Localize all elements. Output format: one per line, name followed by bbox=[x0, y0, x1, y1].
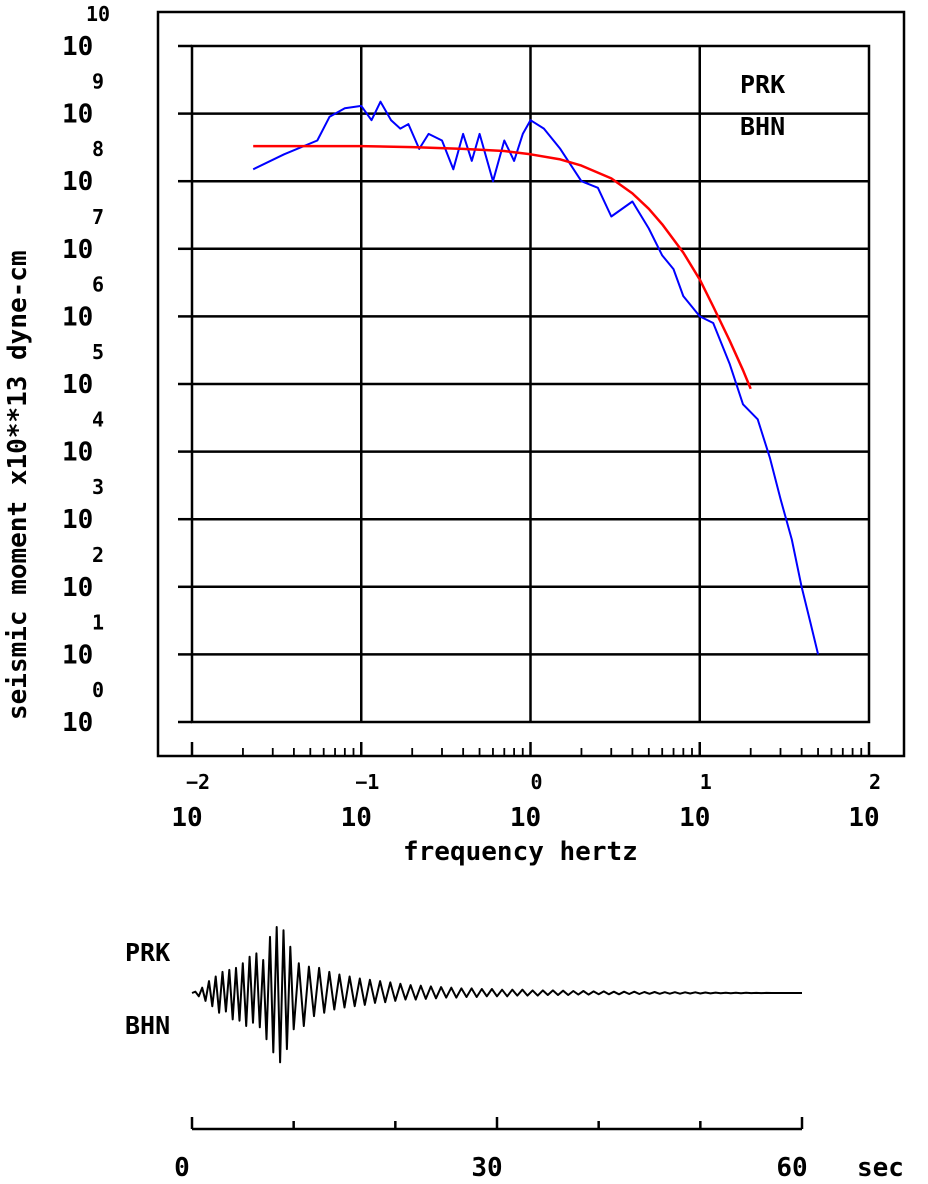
spectrum-line bbox=[252, 100, 820, 655]
seismogram-station-label: PRK bbox=[125, 938, 170, 967]
y-tick-base: 10 bbox=[62, 32, 93, 62]
y-tick-exponent: 4 bbox=[92, 408, 104, 432]
spectrum-series-layer bbox=[252, 100, 820, 655]
y-tick-exponent: 6 bbox=[92, 272, 104, 296]
x-tick-base: 10 bbox=[679, 803, 710, 833]
x-tick-exponent: 0 bbox=[530, 770, 542, 794]
y-tick-base: 10 bbox=[62, 100, 93, 130]
y-tick-base: 10 bbox=[62, 235, 93, 265]
spectrum-grid bbox=[192, 46, 869, 722]
y-tick-base: 10 bbox=[62, 505, 93, 535]
y-axis-label: seismic moment x10**13 dyne-cm bbox=[3, 250, 33, 720]
y-tick-base: 10 bbox=[62, 708, 93, 738]
y-tick-exponent: 7 bbox=[92, 205, 104, 229]
x-tick-exponent: 2 bbox=[869, 770, 881, 794]
seismogram-trace bbox=[191, 926, 802, 1064]
y-tick-exponent: 2 bbox=[92, 543, 104, 567]
y-tick-base: 10 bbox=[62, 167, 93, 197]
x-axis-label: frequency hertz bbox=[403, 837, 638, 867]
x-tick-exponent: −2 bbox=[186, 770, 210, 794]
x-tick-exponent: 1 bbox=[700, 770, 712, 794]
y-tick-base: 10 bbox=[62, 370, 93, 400]
time-tick-label: 0 bbox=[174, 1153, 190, 1183]
x-tick-base: 10 bbox=[510, 803, 541, 833]
time-tick-label: 60 bbox=[776, 1153, 807, 1183]
time-axis-unit-label: sec bbox=[857, 1153, 904, 1183]
y-axis-ticks: 10 0 10 1 10 2 10 3 10 4 10 5 10 6 10 7 10 8 10 9 10 10 bbox=[62, 2, 192, 738]
seismogram-channel-label: BHN bbox=[125, 1011, 170, 1040]
y-tick-exponent: 8 bbox=[92, 137, 104, 161]
y-tick-base: 10 bbox=[62, 640, 93, 670]
x-tick-base: 10 bbox=[848, 803, 879, 833]
y-tick-base: 10 bbox=[62, 302, 93, 332]
time-tick-label: 30 bbox=[471, 1153, 502, 1183]
y-tick-base: 10 bbox=[62, 438, 93, 468]
y-tick-exponent: 1 bbox=[92, 610, 104, 634]
x-tick-exponent: −1 bbox=[355, 770, 379, 794]
x-axis-ticks: 10 −2 10 −1 10 0 10 1 10 2 bbox=[171, 742, 881, 833]
time-axis: 0 30 60 bbox=[174, 1117, 808, 1183]
spectrum-channel-label: BHN bbox=[740, 112, 785, 141]
y-tick-exponent: 3 bbox=[92, 475, 104, 499]
x-tick-base: 10 bbox=[341, 803, 372, 833]
y-tick-exponent: 0 bbox=[92, 678, 104, 702]
y-tick-exponent: 5 bbox=[92, 340, 104, 364]
y-tick-base: 10 bbox=[62, 573, 93, 603]
y-tick-exponent: 10 bbox=[86, 2, 110, 26]
x-tick-base: 10 bbox=[171, 803, 202, 833]
spectrum-station-label: PRK bbox=[740, 70, 785, 99]
seismogram-layer bbox=[191, 926, 802, 1064]
model-fit-line bbox=[253, 144, 752, 390]
y-tick-exponent: 9 bbox=[92, 70, 104, 94]
